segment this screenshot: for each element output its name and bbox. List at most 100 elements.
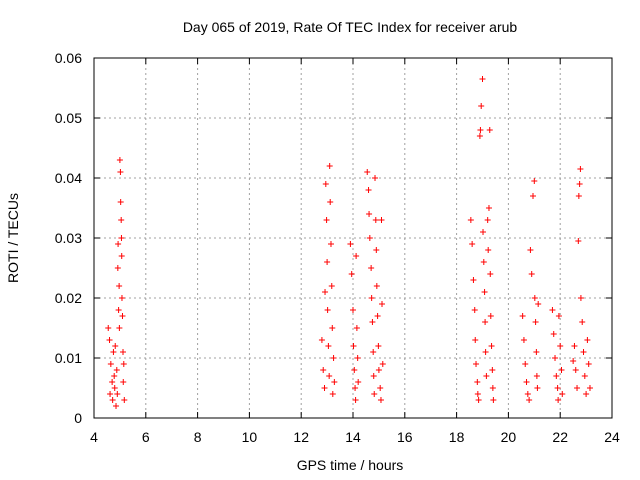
data-point bbox=[364, 169, 371, 175]
data-point bbox=[365, 187, 372, 193]
data-point bbox=[348, 271, 355, 277]
data-point bbox=[487, 271, 494, 277]
data-point bbox=[572, 367, 579, 373]
data-point bbox=[116, 157, 123, 163]
y-tick-label: 0.03 bbox=[55, 230, 82, 246]
data-point bbox=[523, 379, 530, 385]
data-point bbox=[120, 379, 127, 385]
x-tick-label: 10 bbox=[242, 429, 258, 445]
data-point bbox=[115, 241, 122, 247]
data-point bbox=[474, 391, 481, 397]
data-point bbox=[366, 235, 373, 241]
data-point bbox=[485, 205, 492, 211]
data-point bbox=[467, 217, 474, 223]
data-point bbox=[114, 391, 121, 397]
data-point bbox=[533, 349, 540, 355]
data-point bbox=[559, 391, 566, 397]
data-point bbox=[473, 361, 480, 367]
data-point bbox=[534, 385, 541, 391]
data-point bbox=[378, 217, 385, 223]
data-point bbox=[555, 397, 562, 403]
y-ticks: 0 0.01 0.02 0.03 0.04 0.05 0.06 bbox=[55, 50, 612, 426]
data-point bbox=[581, 373, 588, 379]
data-point bbox=[352, 385, 359, 391]
data-point bbox=[490, 397, 497, 403]
x-tick-label: 18 bbox=[449, 429, 465, 445]
x-ticks: 4 6 8 10 12 14 16 18 20 22 24 bbox=[90, 58, 620, 445]
data-point bbox=[555, 313, 562, 319]
x-tick-label: 14 bbox=[345, 429, 361, 445]
data-point bbox=[324, 259, 331, 265]
x-axis-label: GPS time / hours bbox=[297, 457, 404, 473]
data-point bbox=[579, 319, 586, 325]
data-point bbox=[350, 343, 357, 349]
data-point bbox=[355, 379, 362, 385]
data-point bbox=[585, 361, 592, 367]
data-point bbox=[483, 373, 490, 379]
chart-title: Day 065 of 2019, Rate Of TEC Index for r… bbox=[183, 19, 518, 35]
data-point bbox=[486, 127, 493, 133]
data-point bbox=[347, 241, 354, 247]
data-point bbox=[322, 289, 329, 295]
data-point bbox=[328, 283, 335, 289]
data-point bbox=[320, 367, 327, 373]
data-point bbox=[368, 295, 375, 301]
x-tick-label: 20 bbox=[501, 429, 517, 445]
data-point bbox=[106, 337, 113, 343]
data-point bbox=[377, 397, 384, 403]
data-point bbox=[480, 259, 487, 265]
data-point bbox=[109, 379, 116, 385]
data-point bbox=[474, 379, 481, 385]
data-point bbox=[107, 391, 114, 397]
data-point bbox=[469, 241, 476, 247]
data-point bbox=[526, 397, 533, 403]
data-point bbox=[329, 391, 336, 397]
data-point bbox=[535, 301, 542, 307]
data-point bbox=[487, 313, 494, 319]
data-point bbox=[379, 301, 386, 307]
data-point bbox=[366, 211, 373, 217]
data-point bbox=[111, 373, 118, 379]
data-point bbox=[531, 178, 538, 184]
data-point bbox=[372, 175, 379, 181]
x-tick-label: 6 bbox=[142, 429, 150, 445]
x-tick-label: 22 bbox=[552, 429, 568, 445]
data-point bbox=[370, 349, 377, 355]
data-point bbox=[375, 343, 382, 349]
data-point bbox=[111, 385, 118, 391]
data-point bbox=[105, 325, 112, 331]
data-point bbox=[488, 343, 495, 349]
data-point bbox=[372, 217, 379, 223]
data-point bbox=[575, 238, 582, 244]
data-point bbox=[327, 199, 334, 205]
data-point bbox=[584, 337, 591, 343]
data-point bbox=[373, 283, 380, 289]
data-point bbox=[353, 253, 360, 259]
data-point bbox=[478, 103, 485, 109]
data-point bbox=[350, 307, 356, 313]
data-point bbox=[118, 253, 125, 259]
data-point bbox=[482, 349, 489, 355]
data-point bbox=[117, 199, 124, 205]
data-point bbox=[475, 397, 482, 403]
data-point bbox=[353, 325, 360, 331]
data-point bbox=[530, 193, 537, 199]
data-point bbox=[323, 217, 330, 223]
data-point bbox=[576, 181, 583, 187]
x-tick-label: 4 bbox=[90, 429, 98, 445]
data-point bbox=[577, 295, 584, 301]
data-point bbox=[558, 367, 565, 373]
data-point bbox=[484, 217, 491, 223]
data-point bbox=[118, 235, 125, 241]
data-point bbox=[321, 385, 328, 391]
data-point bbox=[326, 163, 333, 169]
y-axis-label: ROTI / TECUs bbox=[5, 193, 21, 283]
data-point bbox=[352, 397, 359, 403]
data-point bbox=[485, 247, 492, 253]
data-point bbox=[370, 373, 377, 379]
data-point bbox=[330, 355, 337, 361]
data-point bbox=[331, 379, 338, 385]
y-tick-label: 0.06 bbox=[55, 50, 82, 66]
